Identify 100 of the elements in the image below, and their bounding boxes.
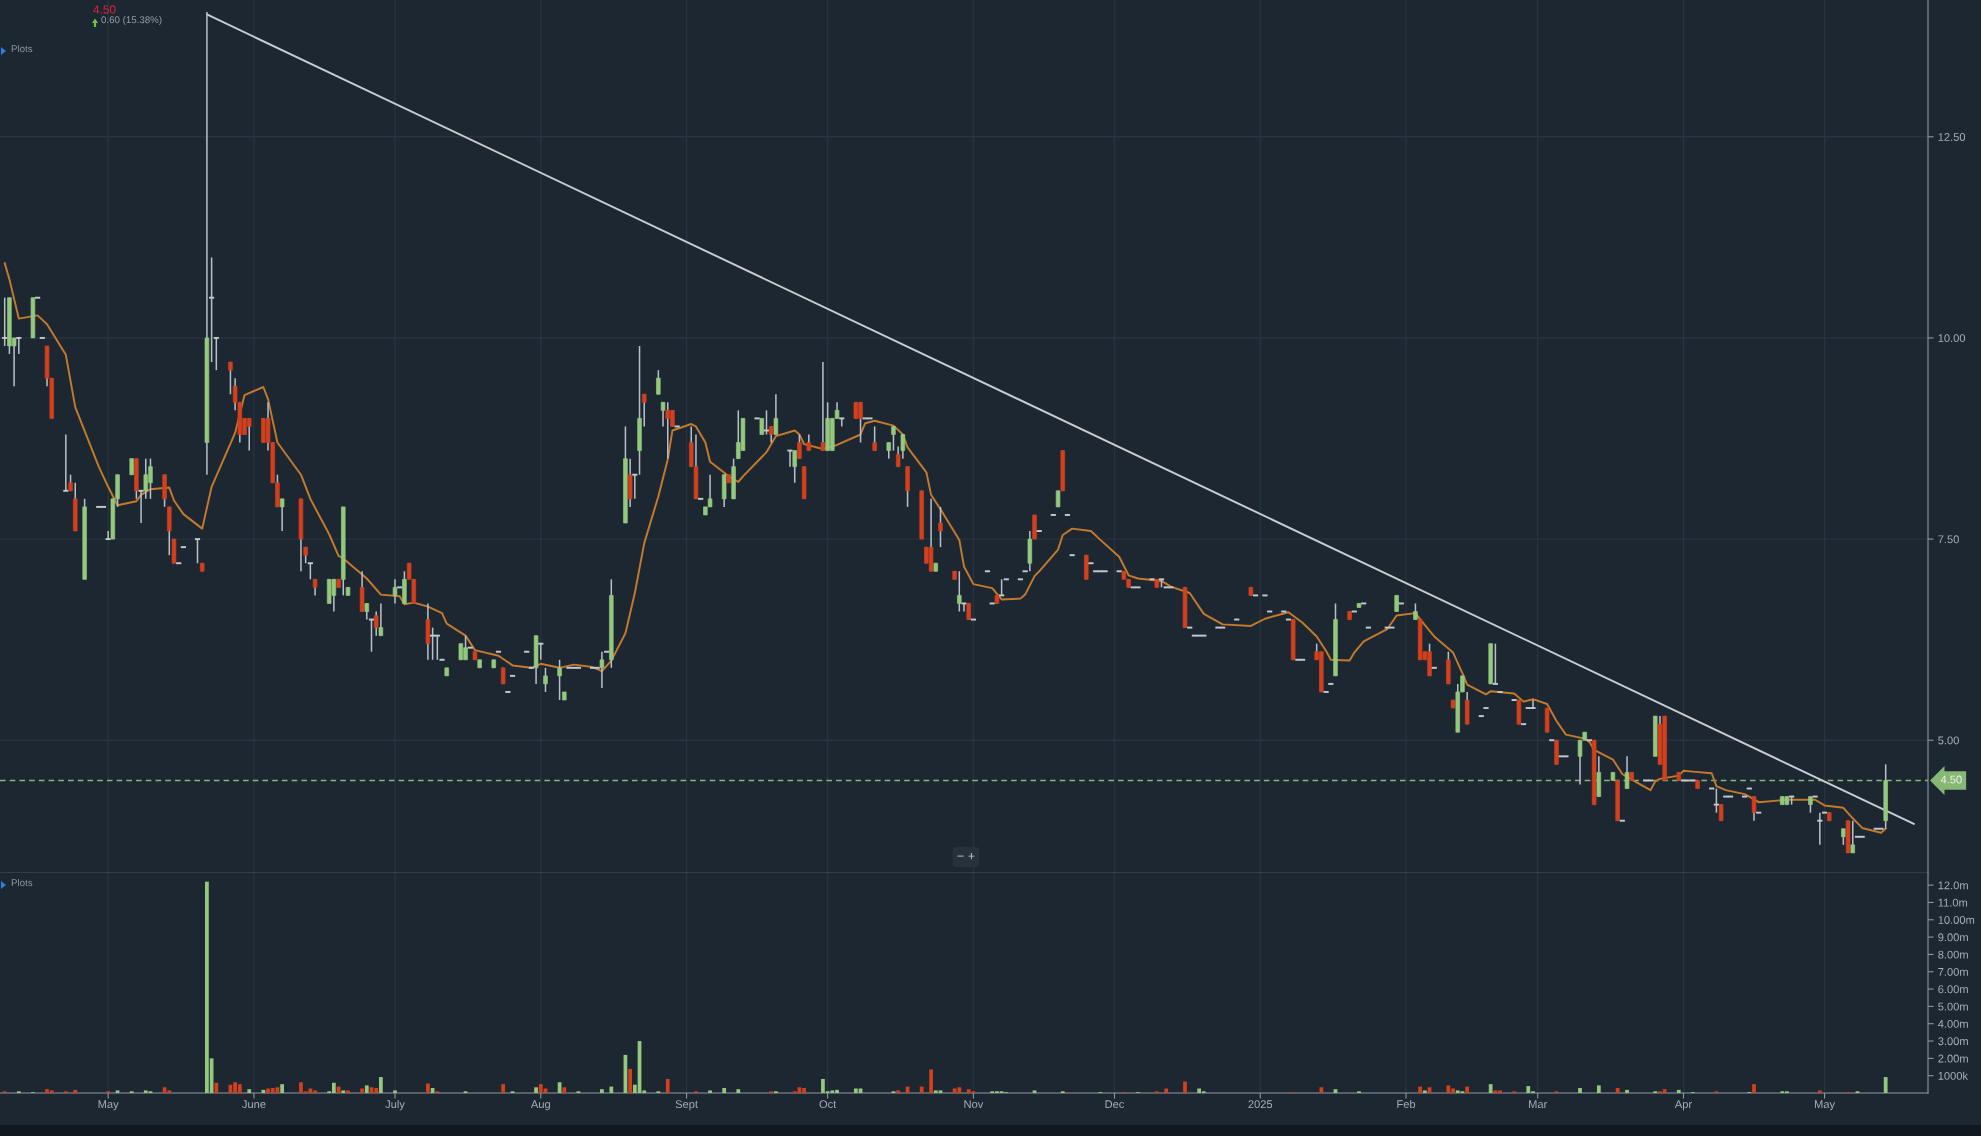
candlestick xyxy=(212,336,220,371)
x-tick-label: May xyxy=(1814,1100,1836,1111)
candlestick xyxy=(1049,513,1057,516)
candlestick xyxy=(565,666,573,669)
bar xyxy=(261,1089,266,1093)
candlestick xyxy=(1322,690,1330,693)
candlestick xyxy=(1148,578,1156,581)
candlestick xyxy=(1101,570,1109,573)
candlestick xyxy=(38,336,46,339)
candlestick xyxy=(429,626,437,661)
annotation: − + xyxy=(957,853,975,860)
bar xyxy=(609,1086,614,1093)
candlestick xyxy=(872,425,877,452)
bar xyxy=(73,1089,78,1093)
bar xyxy=(1422,1090,1427,1093)
candlestick xyxy=(786,449,794,468)
x-tick-label: July xyxy=(385,1099,405,1111)
y-tick-label: 11.0m xyxy=(1938,898,1968,907)
candlestick xyxy=(175,562,183,565)
candlestick xyxy=(938,506,943,548)
candlestick xyxy=(1087,562,1095,565)
bar xyxy=(1032,1090,1037,1093)
y-tick-label: 10.00m xyxy=(1938,916,1975,924)
bar xyxy=(49,1090,54,1093)
bar xyxy=(1662,1089,1667,1093)
bar xyxy=(919,1086,924,1093)
bar xyxy=(1488,1084,1493,1093)
y-tick-label: 12.0m xyxy=(1938,881,1968,890)
candlestick xyxy=(1002,578,1010,581)
y-tick-label: 5.00m xyxy=(1938,1002,1968,1011)
candlestick xyxy=(378,602,384,637)
candlestick xyxy=(895,445,901,468)
candlestick xyxy=(1741,795,1749,798)
candlestick xyxy=(279,498,285,532)
candlestick xyxy=(1397,602,1405,605)
candlestick xyxy=(1068,554,1076,557)
candlestick xyxy=(753,417,761,420)
y-tick-label: 12.50 xyxy=(1938,133,1966,141)
candlestick xyxy=(1585,739,1593,742)
candlestick xyxy=(1562,755,1570,758)
candlestick xyxy=(523,650,531,653)
candlestick xyxy=(1360,602,1368,605)
annotation: Plots xyxy=(11,879,33,887)
bar xyxy=(957,1087,962,1093)
bar xyxy=(1817,1090,1822,1093)
bar xyxy=(393,1090,397,1093)
candlestick xyxy=(1,296,9,347)
y-tick-label: 4.00m xyxy=(1937,1019,1968,1028)
x-tick-label: Sept xyxy=(675,1100,698,1111)
bar xyxy=(853,1088,858,1093)
candlestick xyxy=(1327,682,1335,685)
bar xyxy=(562,1087,567,1093)
x-tick-label: 2025 xyxy=(1248,1100,1273,1109)
candlestick xyxy=(1388,626,1396,629)
candlestick xyxy=(1299,658,1307,661)
candlestick xyxy=(1647,779,1655,782)
annotation: 0.60 (15.38%) xyxy=(101,16,162,26)
bar xyxy=(430,1087,435,1093)
bar xyxy=(374,1087,379,1093)
candlestick xyxy=(537,642,545,661)
candlestick xyxy=(1219,626,1227,629)
y-tick-label: 6.00m xyxy=(1938,985,1968,994)
x-tick-label: Nov xyxy=(964,1100,984,1109)
bar xyxy=(237,1084,242,1093)
x-tick-label: Apr xyxy=(1674,1100,1692,1111)
candlestick xyxy=(557,659,562,701)
bar xyxy=(1418,1086,1423,1093)
candlestick xyxy=(570,666,578,669)
bar xyxy=(115,1090,120,1093)
candlestick xyxy=(1712,787,1720,814)
candlestick xyxy=(1624,755,1630,790)
candlestick xyxy=(1200,634,1208,637)
candlestick xyxy=(1751,795,1757,822)
candlestick xyxy=(1167,586,1175,589)
bar xyxy=(1526,1086,1531,1093)
candlestick xyxy=(1294,658,1302,661)
candlestick xyxy=(820,361,826,452)
bar xyxy=(1183,1081,1187,1093)
ref-line-label: 4.50 xyxy=(1940,775,1962,784)
bar xyxy=(308,1088,313,1093)
candlestick xyxy=(1035,530,1043,533)
candlestick xyxy=(179,546,187,549)
annotation: Plots xyxy=(11,45,33,53)
candlestick xyxy=(543,667,548,693)
candlestick xyxy=(1016,578,1024,581)
candlestick xyxy=(1642,779,1650,782)
bar xyxy=(379,1077,383,1093)
candlestick xyxy=(1364,626,1372,629)
candlestick xyxy=(797,433,802,460)
y-tick-label: 7.50 xyxy=(1938,535,1959,544)
bar xyxy=(929,1069,933,1093)
candlestick xyxy=(1134,586,1142,589)
bar xyxy=(736,1089,741,1093)
bar xyxy=(1493,1090,1498,1093)
line-series xyxy=(3,262,1887,834)
x-tick-label: Mar xyxy=(1529,1100,1548,1109)
y-tick-label: 7.00m xyxy=(1938,968,1968,976)
candlestick xyxy=(960,602,968,613)
candlestick xyxy=(631,473,639,500)
candlestick xyxy=(969,618,977,621)
